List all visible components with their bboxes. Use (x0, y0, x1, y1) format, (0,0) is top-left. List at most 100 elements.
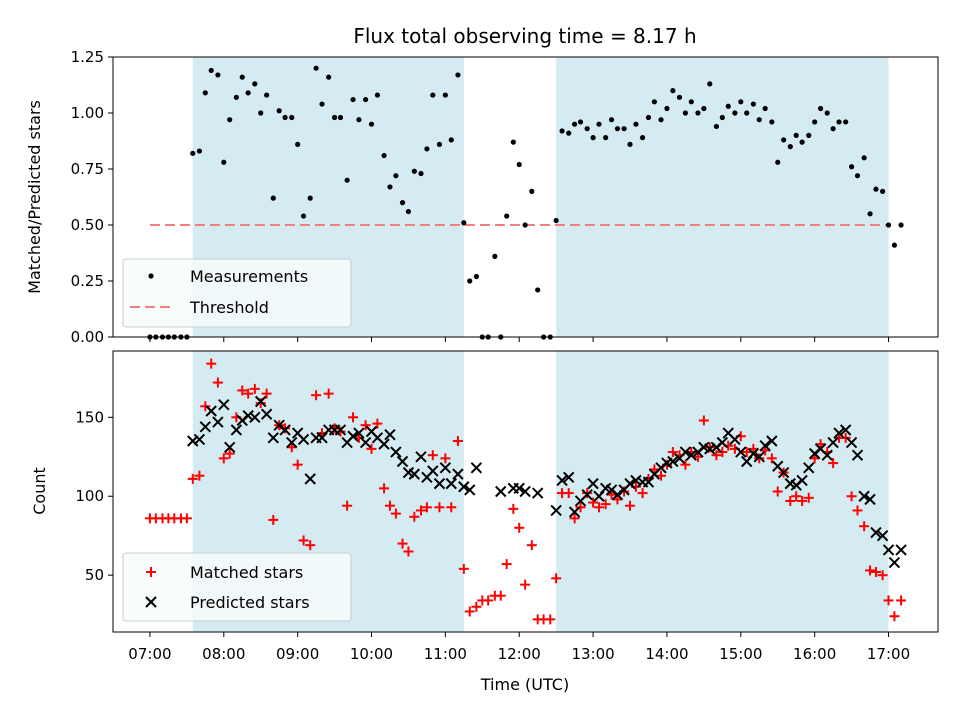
top-ytick-label-1: 0.25 (71, 272, 104, 290)
measurement-point-81 (645, 114, 652, 121)
matched-point-58 (501, 559, 512, 570)
measurement-point-49 (448, 137, 454, 143)
predicted-point-99 (839, 424, 852, 436)
measurement-point-8 (196, 148, 203, 154)
measurement-point-41 (399, 200, 406, 206)
predicted-point-65 (630, 474, 642, 487)
predicted-point-57 (581, 488, 593, 501)
matched-point-12 (218, 453, 229, 464)
measurement-point-68 (566, 130, 572, 136)
matched-point-68 (563, 488, 574, 499)
measurement-point-23 (289, 114, 295, 121)
measurement-point-107 (806, 132, 812, 138)
measurement-point-14 (233, 94, 239, 100)
matched-point-80 (637, 488, 648, 499)
predicted-point-34 (396, 455, 409, 468)
measurement-point-96 (738, 99, 744, 105)
matched-point-15 (237, 385, 248, 396)
predicted-point-10 (249, 411, 261, 424)
legend-predicted-marker (145, 596, 157, 608)
measurement-point-84 (664, 105, 670, 112)
top-y-axis-label: Matched/Predicted stars (25, 100, 44, 294)
predicted-point-46 (470, 462, 483, 474)
predicted-point-82 (735, 446, 747, 458)
bottom-yticks-group: 50 100 150 (75, 408, 113, 584)
matched-point-25 (298, 535, 309, 546)
matched-point-27 (311, 390, 322, 401)
matched-point-113 (840, 432, 851, 443)
measurement-point-91 (707, 81, 713, 87)
predicted-point-2 (199, 421, 212, 433)
predicted-point-96 (821, 449, 833, 461)
matched-point-11 (212, 377, 223, 388)
measurement-point-27 (313, 65, 319, 71)
measurement-point-112 (836, 119, 842, 125)
predicted-point-47 (495, 485, 507, 498)
legend-matched-label: Matched stars (190, 563, 303, 582)
legend-threshold-label: Threshold (189, 298, 269, 317)
measurement-point-42 (405, 208, 412, 215)
bottom-ytick-label-1: 100 (75, 487, 104, 505)
measurement-point-48 (442, 92, 448, 98)
measurement-point-59 (510, 139, 516, 145)
predicted-point-4 (212, 416, 224, 428)
measurement-point-113 (843, 119, 849, 125)
measurement-point-83 (658, 117, 664, 123)
measurement-point-94 (725, 103, 731, 109)
predicted-point-41 (439, 462, 452, 474)
measurement-point-62 (529, 188, 535, 194)
predicted-point-33 (390, 446, 402, 458)
measurement-point-73 (596, 121, 602, 127)
measurement-point-31 (337, 114, 344, 121)
bottom-ytick-label-2: 150 (75, 408, 104, 426)
measurement-point-40 (393, 173, 399, 179)
measurement-point-60 (516, 161, 522, 168)
measurement-point-79 (633, 121, 639, 127)
measurement-point-19 (264, 92, 270, 98)
measurement-point-92 (713, 123, 720, 130)
predicted-point-67 (642, 476, 655, 488)
matched-point-116 (859, 521, 870, 532)
measurement-point-52 (467, 278, 473, 284)
measurement-point-46 (430, 92, 436, 98)
predicted-point-74 (685, 449, 698, 461)
predicted-point-64 (624, 477, 636, 490)
measurement-point-34 (356, 117, 362, 123)
measurement-point-82 (651, 99, 657, 105)
matched-point-92 (711, 450, 722, 461)
matched-point-114 (846, 491, 857, 502)
measurement-point-10 (208, 67, 214, 74)
predicted-point-53 (556, 474, 568, 487)
matched-point-29 (323, 388, 334, 399)
measurement-point-43 (411, 168, 417, 174)
legend-measurements-marker (148, 273, 154, 279)
measurement-point-93 (719, 114, 725, 121)
matched-point-72 (588, 497, 599, 508)
measurement-point-15 (239, 74, 245, 80)
predicted-point-16 (286, 436, 298, 449)
top-ytick-label-5: 1.25 (71, 48, 104, 66)
measurement-point-69 (572, 121, 578, 127)
measurement-point-66 (553, 217, 559, 224)
xtick-label-4: 11:00 (424, 645, 467, 663)
measurement-point-76 (614, 126, 621, 132)
measurement-point-72 (590, 135, 596, 141)
predicted-point-104 (870, 526, 882, 539)
matched-point-104 (785, 495, 796, 506)
top-legend-box (122, 258, 352, 328)
predicted-point-106 (882, 544, 895, 556)
measurement-point-108 (812, 119, 818, 125)
measurement-point-119 (880, 188, 886, 194)
measurement-point-118 (873, 186, 879, 192)
predicted-point-62 (611, 488, 624, 501)
top-xticks-group (149, 337, 890, 342)
measurement-point-13 (227, 117, 233, 123)
matched-point-10 (206, 358, 217, 369)
measurement-point-44 (418, 170, 424, 177)
xtick-label-8: 15:00 (719, 645, 762, 663)
predicted-point-19 (304, 473, 316, 485)
matched-point-91 (704, 442, 715, 453)
measurement-point-80 (639, 135, 646, 141)
bottom-axes-frame (112, 350, 939, 633)
